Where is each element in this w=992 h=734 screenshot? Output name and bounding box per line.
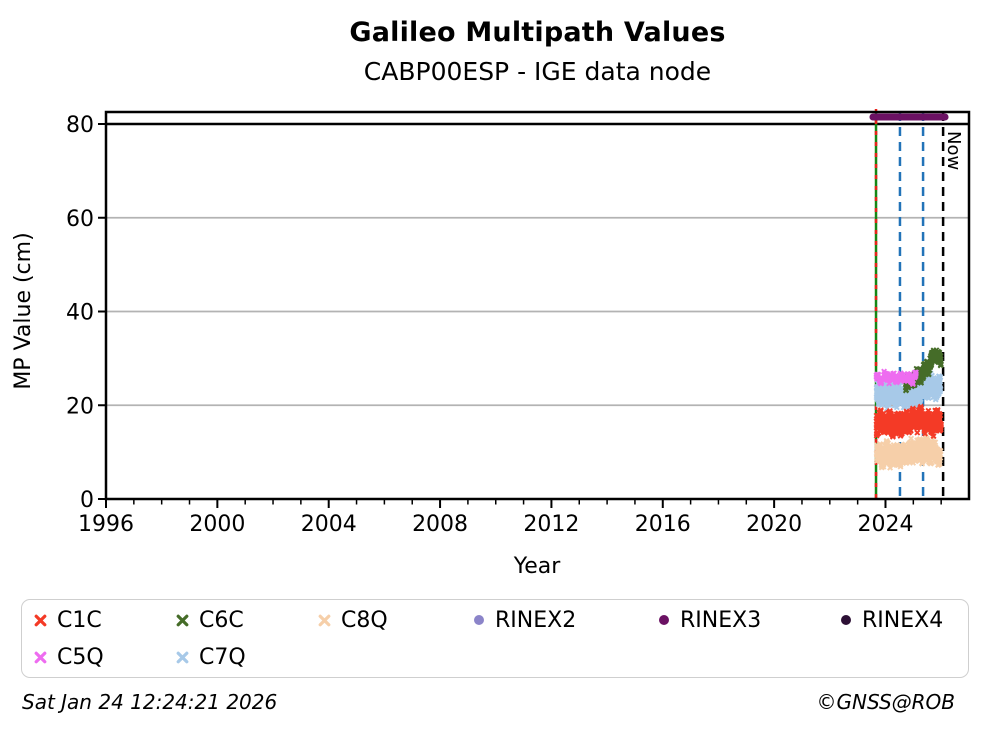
rinex4-dot-marker-icon	[839, 614, 852, 627]
footer-timestamp: Sat Jan 24 12:24:21 2026	[22, 690, 278, 714]
chart-title: Galileo Multipath Values	[349, 17, 726, 48]
legend-label: RINEX2	[495, 607, 577, 633]
legend: C1C C6C C8Q RINEX2 RINEX3 RINEX4 C5Q C7Q	[21, 599, 969, 678]
y-tick-label-40: 40	[66, 301, 94, 326]
chart-subtitle: CABP00ESP - IGE data node	[363, 57, 712, 86]
y-tick-label-60: 60	[66, 207, 94, 232]
series-c8q	[873, 433, 944, 471]
c6c-x-marker-icon	[176, 614, 189, 627]
y-tick-label-80: 80	[66, 113, 94, 138]
plot-border	[104, 110, 971, 501]
legend-item-c6c: C6C	[164, 602, 306, 639]
y-tick-label-20: 20	[66, 394, 94, 419]
x-axis-label: Year	[513, 554, 562, 579]
x-tick-label-2004: 2004	[301, 512, 357, 537]
rinex2-dot-marker-icon	[472, 614, 485, 627]
plot-generated-layer: 1996 2000 2004 2008 2012 2016 2020 2024 0 20 40 60 8…	[66, 109, 971, 537]
x-tick-label-2016: 2016	[635, 512, 691, 537]
rinex3-dot-marker-icon	[657, 614, 670, 627]
x-tick-label-2020: 2020	[746, 512, 802, 537]
y-tick-label-0: 0	[80, 488, 94, 513]
x-tick-label-1996: 1996	[78, 512, 134, 537]
legend-item-c1c: C1C	[22, 602, 164, 639]
c1c-x-marker-icon	[34, 614, 47, 627]
series-c7q	[873, 370, 944, 412]
x-tick-label-2024: 2024	[857, 512, 913, 537]
x-tick-label-2008: 2008	[412, 512, 468, 537]
legend-label: RINEX4	[862, 607, 944, 633]
legend-label: RINEX3	[680, 607, 762, 633]
legend-item-c7q: C7Q	[164, 639, 306, 676]
y-axis-label: MP Value (cm)	[11, 232, 36, 389]
footer-credit: ©GNSS@ROB	[816, 690, 956, 714]
plot-svg: 1996 2000 2004 2008 2012 2016 2020 2024 0 20 40 60 8…	[11, 109, 971, 579]
legend-item-rinex2: RINEX2	[460, 602, 645, 639]
now-label: Now	[943, 131, 964, 170]
legend-item-rinex4: RINEX4	[827, 602, 968, 639]
x-tick-label-2012: 2012	[523, 512, 579, 537]
legend-label: C5Q	[57, 644, 104, 670]
legend-item-rinex3: RINEX3	[645, 602, 827, 639]
legend-label: C1C	[57, 607, 102, 633]
legend-label: C7Q	[199, 644, 246, 670]
c8q-x-marker-icon	[318, 614, 331, 627]
c7q-x-marker-icon	[176, 651, 189, 664]
c5q-x-marker-icon	[34, 651, 47, 664]
series-c1c	[873, 403, 945, 440]
legend-item-c5q: C5Q	[22, 639, 164, 676]
legend-label: C6C	[199, 607, 244, 633]
x-tick-label-2000: 2000	[189, 512, 245, 537]
legend-item-c8q: C8Q	[306, 602, 460, 639]
series-c5q	[873, 368, 919, 388]
legend-label: C8Q	[341, 607, 388, 633]
